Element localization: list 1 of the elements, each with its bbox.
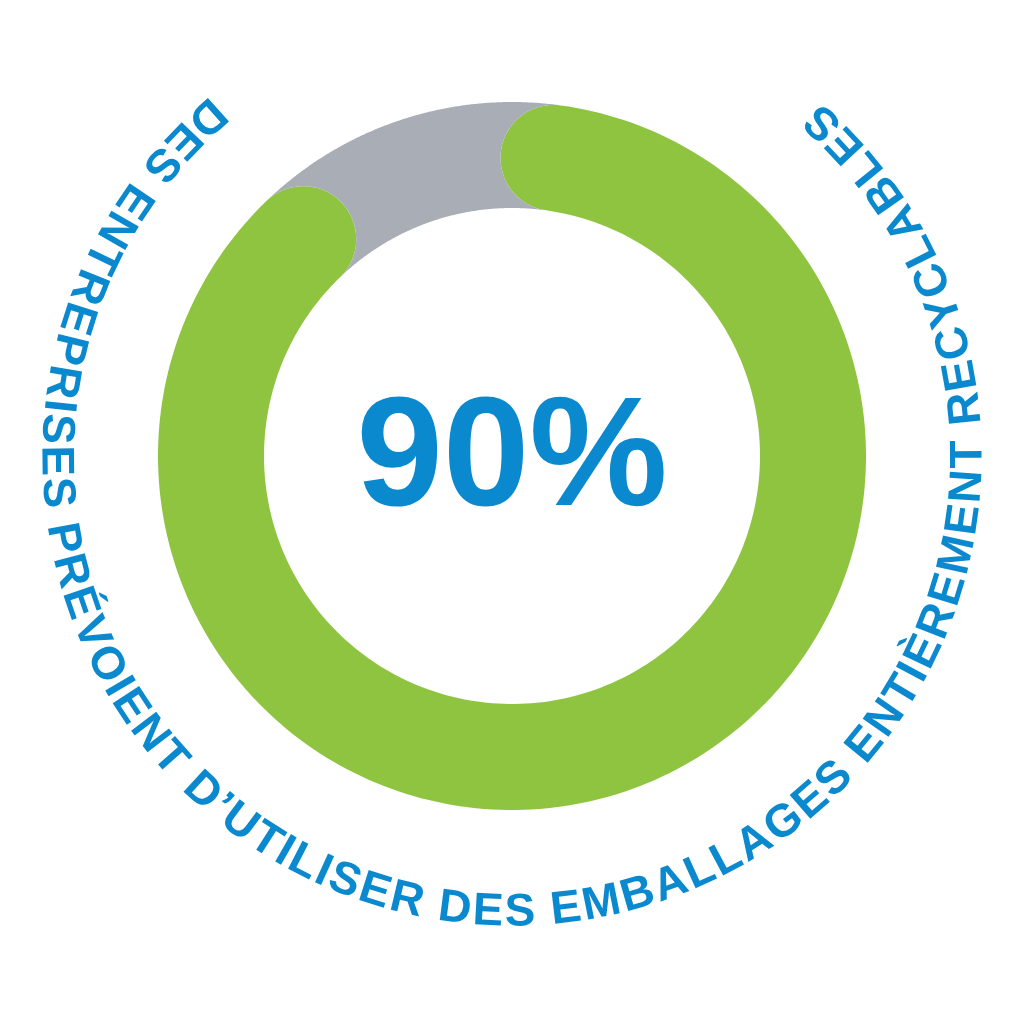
- data-label: 90%: [361, 396, 664, 507]
